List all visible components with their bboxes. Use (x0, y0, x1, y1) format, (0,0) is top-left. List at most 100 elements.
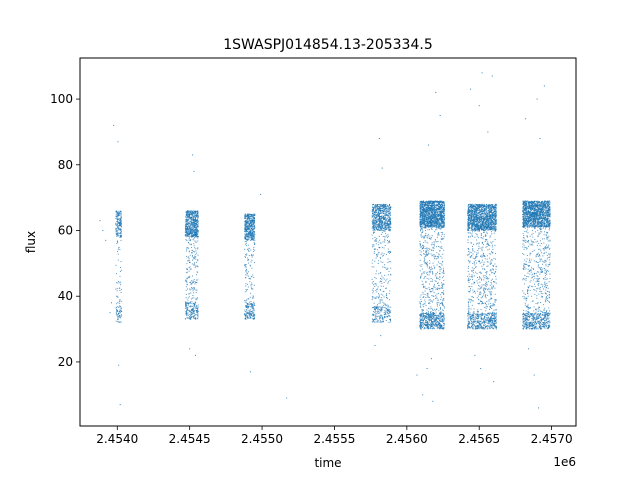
data-point (429, 296, 431, 298)
data-point (194, 218, 196, 220)
data-point (252, 237, 254, 238)
data-point (438, 327, 440, 329)
data-point (196, 305, 198, 307)
data-point (424, 258, 426, 260)
data-point (186, 305, 188, 307)
data-point (427, 322, 429, 324)
data-point (436, 204, 438, 206)
data-point (379, 217, 381, 219)
data-point (186, 210, 188, 212)
data-point (427, 315, 429, 317)
data-point (421, 214, 423, 216)
data-point (437, 219, 439, 221)
data-point (251, 253, 253, 255)
data-point (248, 238, 250, 240)
data-point (380, 227, 382, 229)
data-point (190, 218, 192, 220)
data-point (120, 220, 122, 222)
data-point (188, 214, 190, 216)
data-point (381, 316, 383, 318)
data-point (433, 203, 435, 205)
data-point (436, 293, 438, 295)
data-point (385, 227, 387, 229)
data-point (385, 211, 387, 213)
data-point (375, 284, 377, 286)
data-point (373, 208, 375, 210)
data-point (378, 260, 380, 262)
data-point (184, 280, 186, 282)
data-point (422, 236, 424, 238)
data-point (421, 232, 423, 234)
data-point (440, 216, 442, 218)
data-point (249, 219, 251, 221)
data-point (195, 291, 197, 293)
data-point (383, 204, 385, 206)
data-point (248, 222, 250, 224)
data-point (431, 223, 433, 225)
data-point (434, 275, 436, 277)
data-point (245, 305, 247, 307)
data-point (196, 224, 198, 226)
data-point (377, 223, 379, 225)
data-point (373, 284, 375, 286)
data-point (187, 225, 189, 227)
data-point (388, 210, 390, 212)
data-point (432, 209, 434, 211)
data-point (439, 222, 441, 224)
data-point (195, 223, 197, 225)
data-point (378, 246, 380, 248)
data-point (431, 212, 433, 214)
data-point (438, 253, 440, 255)
data-point (422, 320, 424, 322)
data-point (440, 232, 442, 233)
data-point (188, 230, 190, 232)
data-point (381, 203, 383, 205)
data-point (431, 207, 433, 209)
data-point (119, 218, 121, 220)
data-point (382, 216, 384, 218)
data-point (376, 321, 378, 323)
data-point (420, 202, 422, 204)
data-point (246, 249, 248, 251)
data-point (427, 320, 429, 322)
data-point (421, 313, 423, 315)
data-point (439, 279, 441, 281)
data-point (245, 224, 247, 226)
data-point (378, 315, 380, 317)
data-point (423, 226, 425, 228)
data-point (196, 265, 198, 267)
data-point (189, 254, 191, 256)
data-point (371, 307, 373, 309)
data-point (190, 316, 192, 318)
data-point (430, 314, 432, 316)
data-point (386, 293, 388, 295)
data-point (193, 243, 195, 245)
data-point (246, 227, 248, 229)
data-point (434, 310, 436, 312)
data-point (427, 296, 429, 298)
data-point (424, 225, 426, 227)
data-point (390, 206, 392, 208)
data-point (196, 297, 198, 299)
data-point (188, 270, 190, 272)
data-point (190, 312, 192, 314)
data-point (424, 210, 426, 212)
data-point (432, 219, 434, 221)
data-point (192, 275, 194, 277)
data-point (433, 253, 435, 255)
data-point (116, 242, 118, 244)
data-point (372, 314, 374, 316)
data-point (379, 247, 381, 249)
data-point (253, 218, 255, 220)
data-point (120, 216, 122, 218)
data-point (419, 326, 421, 328)
data-point (419, 212, 421, 214)
data-point (443, 280, 445, 282)
data-point (431, 226, 432, 228)
data-point (431, 206, 433, 207)
data-point (431, 201, 433, 203)
data-point (120, 229, 122, 231)
data-point (196, 318, 198, 320)
data-point (197, 221, 199, 223)
data-point (423, 253, 425, 255)
